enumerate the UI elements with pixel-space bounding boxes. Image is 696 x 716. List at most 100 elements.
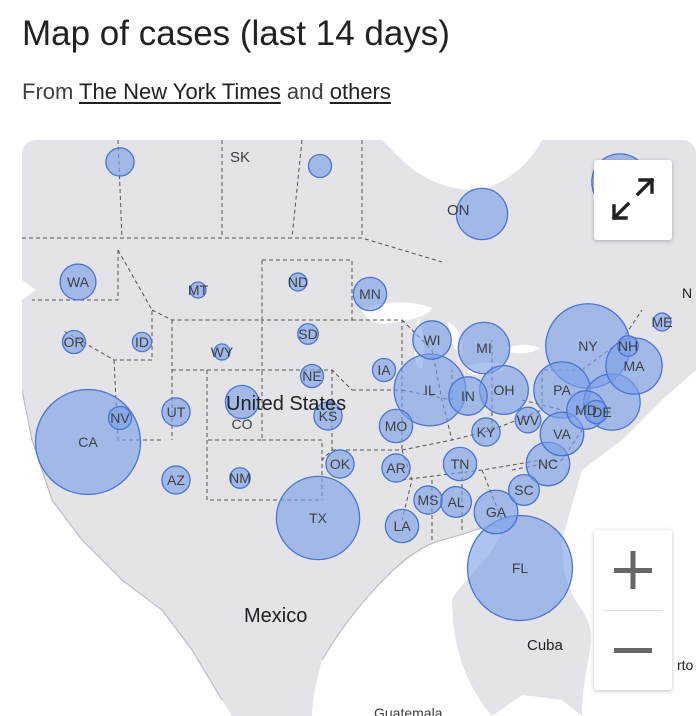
state-label-nv: NV bbox=[110, 410, 130, 426]
state-label-wv: WV bbox=[517, 412, 540, 428]
state-label-va: VA bbox=[553, 426, 571, 442]
state-label-ut: UT bbox=[167, 404, 186, 420]
bubble-ok[interactable] bbox=[325, 449, 355, 479]
source-line: From The New York Times and others bbox=[22, 78, 391, 106]
state-label-ne: NE bbox=[302, 368, 321, 384]
others-link[interactable]: others bbox=[329, 79, 391, 104]
bubble-ne[interactable] bbox=[299, 363, 325, 389]
bubble-ia[interactable] bbox=[371, 357, 397, 383]
bubble-de[interactable] bbox=[583, 399, 609, 425]
state-label-mn: MN bbox=[359, 286, 381, 302]
state-label-ia: IA bbox=[377, 362, 391, 378]
state-label-tx: TX bbox=[309, 510, 328, 526]
bubble-la[interactable] bbox=[384, 508, 420, 544]
cases-map[interactable]: WA OR CA NV ID MT WY UT CO AZ NM ND SD NE KS OK TX MN IA MO… bbox=[22, 140, 696, 716]
state-label-ma: MA bbox=[624, 358, 646, 374]
state-label-ca: CA bbox=[78, 434, 98, 450]
state-label-fl: FL bbox=[512, 560, 529, 576]
state-label-il: IL bbox=[424, 382, 436, 398]
fullscreen-button[interactable] bbox=[594, 160, 672, 240]
bubble-ky[interactable] bbox=[471, 417, 501, 447]
state-label-tn: TN bbox=[451, 456, 470, 472]
bubble-ga[interactable] bbox=[473, 489, 519, 535]
label-guatemala: Guatemala bbox=[374, 705, 443, 716]
label-n-partial: N bbox=[682, 285, 692, 301]
country-label-us: United States bbox=[226, 393, 346, 415]
state-label-md: MD bbox=[575, 402, 597, 418]
state-label-me: ME bbox=[652, 314, 673, 330]
state-label-ga: GA bbox=[486, 504, 507, 520]
place-labels: SK ON United States Mexico Cuba Guatemal… bbox=[226, 149, 694, 716]
bubble-ar[interactable] bbox=[381, 453, 411, 483]
bubble-wv[interactable] bbox=[514, 406, 542, 434]
label-on: ON bbox=[447, 202, 470, 219]
state-label-ny: NY bbox=[578, 338, 598, 354]
state-label-co: CO bbox=[232, 416, 253, 432]
bubble-ks[interactable] bbox=[313, 401, 343, 431]
map-canvas[interactable]: WA OR CA NV ID MT WY UT CO AZ NM ND SD NE KS OK TX MN IA MO… bbox=[22, 140, 696, 716]
bubble-tn[interactable] bbox=[442, 446, 478, 482]
bubble-fl[interactable] bbox=[466, 514, 574, 622]
bubble-mt[interactable] bbox=[189, 281, 207, 299]
state-label-mi: MI bbox=[476, 340, 492, 356]
bubble-me[interactable] bbox=[652, 312, 672, 332]
bubble-wa[interactable] bbox=[59, 263, 97, 301]
bubble-ab[interactable] bbox=[307, 153, 333, 179]
state-label-nh: NH bbox=[618, 338, 638, 354]
state-label-pa: PA bbox=[553, 382, 571, 398]
state-label-wy: WY bbox=[211, 344, 234, 360]
zoom-control bbox=[594, 530, 672, 690]
state-label-ok: OK bbox=[330, 456, 351, 472]
source-join: and bbox=[280, 79, 330, 104]
zoom-in-button[interactable] bbox=[594, 530, 672, 610]
bubble-in[interactable] bbox=[448, 376, 488, 416]
bubble-az[interactable] bbox=[161, 465, 191, 495]
bubble-nd[interactable] bbox=[288, 272, 308, 292]
zoom-divider bbox=[604, 610, 662, 611]
bubble-tx[interactable] bbox=[275, 475, 361, 561]
source-prefix: From bbox=[22, 79, 80, 104]
expand-arrows-icon bbox=[611, 177, 655, 221]
state-label-mt: MT bbox=[188, 282, 209, 298]
state-label-wa: WA bbox=[67, 274, 90, 290]
state-label-sd: SD bbox=[298, 326, 317, 342]
nyt-link[interactable]: The New York Times bbox=[79, 79, 281, 104]
bubble-mi[interactable] bbox=[457, 321, 511, 375]
minus-icon bbox=[614, 648, 652, 653]
state-label-mo: MO bbox=[385, 418, 408, 434]
case-bubbles bbox=[34, 147, 672, 622]
bubble-sd[interactable] bbox=[297, 323, 319, 345]
state-label-ky: KY bbox=[477, 424, 496, 440]
state-label-ms: MS bbox=[418, 492, 439, 508]
bubble-wy[interactable] bbox=[213, 343, 231, 361]
bubble-sc[interactable] bbox=[507, 473, 541, 507]
bubble-nm[interactable] bbox=[229, 467, 251, 489]
bubble-ms[interactable] bbox=[413, 485, 443, 515]
bubble-mo[interactable] bbox=[378, 408, 414, 444]
bubble-or[interactable] bbox=[61, 329, 87, 355]
state-label-oh: OH bbox=[494, 382, 515, 398]
bubble-id[interactable] bbox=[131, 331, 153, 353]
state-label-nm: NM bbox=[229, 470, 251, 486]
bubble-nh[interactable] bbox=[617, 335, 639, 357]
label-pr-partial: rto bbox=[677, 657, 694, 673]
bubble-mb[interactable] bbox=[105, 147, 135, 177]
bubble-wi[interactable] bbox=[412, 320, 452, 360]
zoom-out-button[interactable] bbox=[594, 610, 672, 690]
bubble-on[interactable] bbox=[455, 187, 509, 241]
state-label-wi: WI bbox=[423, 332, 440, 348]
state-labels: WA OR CA NV ID MT WY UT CO AZ NM ND SD NE KS OK TX MN IA MO… bbox=[64, 274, 673, 576]
label-cuba: Cuba bbox=[527, 637, 564, 654]
bubble-nv[interactable] bbox=[107, 405, 133, 431]
state-label-nd: ND bbox=[288, 274, 308, 290]
bubble-ut[interactable] bbox=[161, 397, 191, 427]
plus-icon bbox=[614, 551, 652, 589]
bubble-mn[interactable] bbox=[352, 276, 388, 312]
bubble-co[interactable] bbox=[224, 384, 260, 420]
state-label-la: LA bbox=[393, 518, 411, 534]
state-label-or: OR bbox=[64, 334, 85, 350]
state-label-de: DE bbox=[592, 404, 611, 420]
state-label-nc: NC bbox=[538, 456, 558, 472]
state-label-ar: AR bbox=[386, 460, 405, 476]
state-label-al: AL bbox=[447, 494, 464, 510]
